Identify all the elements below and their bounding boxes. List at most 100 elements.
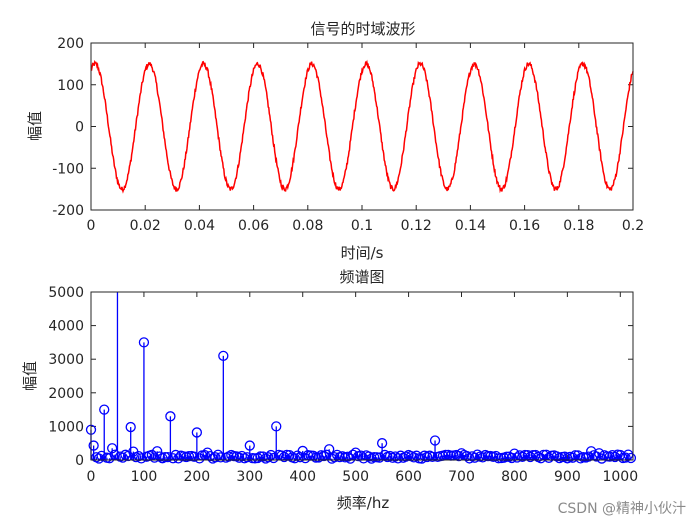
spectrum-marker [257, 451, 269, 462]
time-x-tick-label: 0.04 [184, 218, 215, 234]
time-x-label: 时间/s [341, 244, 384, 262]
spectrum-y-tick-label: 2000 [48, 386, 84, 402]
spectrum-plot: 频谱图 0 100 200 300 400 500 600 700 800 900 1000 500… [21, 268, 638, 512]
spectrum-x-ticks: 0 100 200 300 400 500 600 700 800 900 1000 [87, 292, 638, 485]
spectrum-marker [234, 452, 245, 463]
spectrum-marker [191, 427, 203, 438]
spectrum-marker [559, 451, 570, 462]
spectrum-marker [400, 451, 412, 462]
spectrum-marker [159, 451, 171, 463]
spectrum-marker [551, 451, 562, 462]
spectrum-marker [358, 453, 369, 464]
spectrum-marker [363, 451, 375, 462]
spectrum-y-label: 幅值 [21, 361, 39, 391]
spectrum-series-group [85, 292, 637, 464]
spectrum-marker [376, 438, 388, 449]
spectrum-marker [154, 451, 165, 462]
time-x-tick-label: 0.1 [351, 218, 373, 234]
spectrum-marker [104, 453, 115, 464]
spectrum-marker [194, 453, 205, 464]
time-x-tick-label: 0.08 [292, 218, 323, 234]
spectrum-marker [204, 450, 216, 462]
spectrum-marker [369, 452, 380, 463]
spectrum-marker [472, 449, 483, 460]
spectrum-marker [263, 452, 274, 463]
time-y-ticks: 200 100 0 -100 -200 [52, 36, 633, 219]
spectrum-marker [117, 452, 128, 463]
spectrum-marker [99, 404, 110, 415]
spectrum-marker [604, 451, 615, 462]
spectrum-plot-frame [90, 291, 634, 461]
spectrum-marker [535, 453, 547, 464]
spectrum-x-tick-label: 400 [289, 469, 316, 485]
spectrum-marker [517, 451, 528, 462]
spectrum-marker [541, 449, 552, 460]
spectrum-x-tick-label: 200 [183, 469, 210, 485]
spectrum-marker [366, 453, 377, 464]
time-plot-frame [90, 42, 634, 211]
spectrum-y-tick-label: 3000 [48, 352, 84, 368]
time-x-tick-label: 0.16 [509, 218, 540, 234]
spectrum-marker [189, 451, 200, 462]
spectrum-marker [107, 443, 118, 454]
spectrum-marker [93, 453, 105, 464]
time-y-tick-label: -200 [52, 203, 84, 219]
spectrum-marker [138, 337, 150, 348]
time-y-tick-label: 100 [57, 78, 84, 94]
spectrum-marker [347, 449, 359, 460]
time-x-tick-label: 0.18 [563, 218, 594, 234]
spectrum-marker [215, 452, 226, 463]
spectrum-marker [596, 453, 607, 464]
spectrum-marker [170, 449, 181, 461]
spectrum-x-tick-label: 0 [87, 469, 96, 485]
spectrum-marker [392, 453, 404, 464]
spectrum-marker [133, 450, 144, 462]
spectrum-marker [453, 450, 465, 462]
spectrum-marker [165, 411, 176, 422]
spectrum-marker [567, 452, 578, 463]
spectrum-x-tick-label: 800 [501, 469, 528, 485]
spectrum-marker [374, 452, 385, 463]
spectrum-marker [427, 451, 438, 463]
spectrum-marker [88, 440, 99, 451]
spectrum-x-tick-label: 1000 [602, 469, 638, 485]
spectrum-y-ticks: 5000 4000 3000 2000 1000 0 [48, 285, 633, 469]
spectrum-marker [525, 451, 536, 463]
watermark-text: CSDN @精神小伙汁 [558, 501, 686, 517]
spectrum-x-tick-label: 300 [236, 469, 263, 485]
spectrum-y-tick-label: 4000 [48, 319, 84, 335]
spectrum-x-tick-label: 500 [342, 469, 369, 485]
spectrum-marker [583, 451, 594, 462]
spectrum-marker [202, 447, 213, 458]
spectrum-marker [609, 451, 621, 463]
spectrum-marker [279, 451, 290, 463]
time-plot-title: 信号的时域波形 [310, 20, 415, 38]
time-x-tick-label: 0.12 [401, 218, 432, 234]
spectrum-y-tick-label: 0 [75, 453, 84, 469]
spectrum-marker [271, 421, 282, 432]
spectrum-marker [289, 453, 300, 464]
spectrum-marker [456, 448, 467, 459]
spectrum-marker [469, 452, 480, 463]
time-series-group [90, 59, 634, 194]
spectrum-marker [252, 452, 263, 464]
spectrum-marker [241, 452, 253, 463]
spectrum-marker [429, 435, 441, 446]
spectrum-marker [350, 447, 361, 458]
spectrum-marker [152, 446, 163, 457]
spectrum-marker [125, 421, 136, 433]
time-y-tick-label: -100 [52, 161, 84, 177]
spectrum-marker [329, 452, 340, 463]
spectrum-y-tick-label: 1000 [48, 419, 84, 435]
spectrum-marker [543, 452, 554, 463]
spectrum-marker [173, 453, 184, 464]
spectrum-marker [591, 451, 602, 462]
spectrum-marker [390, 451, 401, 462]
spectrum-marker [210, 452, 221, 463]
time-domain-plot: 信号的时域波形 0 0.02 0.04 0.06 0.08 0.1 0.12 0.14 0.16… [26, 20, 644, 262]
spectrum-x-tick-label: 900 [554, 469, 581, 485]
spectrum-x-tick-label: 100 [131, 469, 158, 485]
spectrum-marker [482, 450, 494, 462]
spectrum-marker [477, 452, 488, 463]
